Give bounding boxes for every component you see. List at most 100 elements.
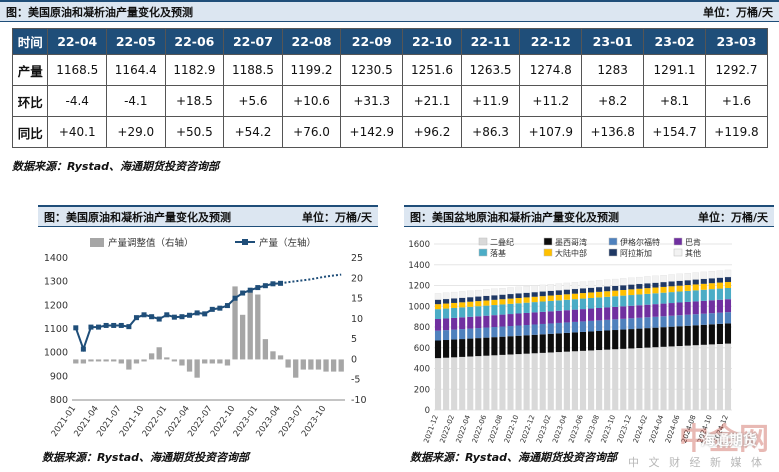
production-point — [171, 314, 177, 320]
stacked-bar-segment — [451, 298, 458, 303]
stacked-bar-segment — [523, 324, 530, 336]
stacked-bar-segment — [604, 286, 611, 292]
legend-swatch — [673, 248, 683, 257]
stacked-bar-segment — [620, 329, 627, 349]
legend-swatch — [543, 248, 553, 257]
top-unit-label: 单位：万桶/天 — [702, 5, 773, 19]
stacked-bar-segment — [684, 301, 691, 315]
production-point — [262, 283, 268, 289]
stacked-bar-segment — [668, 281, 675, 287]
stacked-bar-segment — [467, 356, 474, 410]
stacked-bar-segment — [716, 282, 723, 289]
top-title-bar: 图：美国原油和凝析油产量变化及预测 单位：万桶/天 — [0, 0, 779, 22]
stacked-bar-segment — [587, 350, 595, 410]
stacked-bar-segment — [539, 323, 546, 335]
stacked-bar-segment — [579, 298, 587, 310]
y-right-tick-label: -5 — [351, 375, 360, 386]
table-header-time: 时间 — [11, 28, 49, 55]
adjustment-bar — [224, 359, 231, 366]
stacked-bar-segment — [491, 299, 498, 306]
right-unit-label: 单位：万桶/天 — [697, 210, 768, 224]
production-point — [270, 281, 276, 287]
stacked-bar-segment — [443, 308, 450, 319]
stacked-bar-segment — [636, 328, 643, 349]
y-left-tick-label: 800 — [50, 395, 68, 406]
stacked-bar-segment — [563, 289, 570, 295]
stacked-bar-segment — [724, 276, 732, 282]
stacked-bar-segment — [692, 290, 699, 302]
stacked-bar-segment — [499, 304, 506, 315]
adjustment-bar — [232, 286, 238, 360]
stacked-bar-segment — [636, 276, 643, 285]
stacked-bar-segment — [716, 270, 724, 278]
stacked-bar-segment — [684, 345, 691, 410]
table-cell: 1182.9 — [164, 54, 225, 86]
stacked-bar-segment — [620, 306, 627, 319]
stacked-bar-segment — [604, 349, 611, 410]
stacked-bar-segment — [434, 309, 442, 320]
adjustment-bar — [194, 359, 200, 378]
right-title-bar: 图：美国盆地原油和凝析油产量变化及预测 单位：万桶/天 — [404, 205, 774, 227]
legend-swatch — [673, 237, 683, 246]
table-row-label: 环比 — [11, 85, 49, 117]
production-point — [156, 316, 162, 322]
adjustment-bar — [217, 359, 223, 364]
adjustment-bar — [141, 359, 147, 362]
stacked-bar-segment — [507, 336, 514, 355]
stacked-bar-segment — [443, 303, 450, 309]
stacked-bar-segment — [499, 354, 506, 410]
stacked-bar-segment — [475, 306, 482, 317]
stacked-bar-segment — [596, 350, 603, 410]
stacked-bar-segment — [515, 335, 522, 355]
table-header-month: 22-08 — [281, 28, 342, 55]
stacked-bar-segment — [563, 332, 570, 352]
stacked-bar-segment — [507, 314, 514, 327]
stacked-bar-segment — [547, 333, 554, 353]
left-source: 数据来源：Rystad、海通期货投资咨询部 — [42, 451, 250, 464]
stacked-bar-segment — [451, 307, 458, 318]
stacked-bar-segment — [555, 333, 562, 353]
stacked-bar-segment — [571, 332, 579, 352]
stacked-bar-segment — [451, 339, 458, 358]
stacked-bar-segment — [684, 285, 691, 291]
table-cell: +29.0 — [106, 116, 166, 148]
stacked-bar-segment — [507, 287, 514, 295]
stacked-bar-segment — [571, 293, 579, 300]
table-cell: +142.9 — [340, 116, 404, 148]
table-cell: 1291.1 — [643, 54, 706, 86]
table-cell: -4.4 — [47, 85, 108, 117]
stacked-bar-segment — [459, 317, 466, 330]
stacked-bar-segment — [596, 320, 603, 331]
stacked-bar-segment — [708, 344, 715, 410]
stacked-bar-segment — [587, 287, 595, 293]
stacked-bar-segment — [692, 279, 699, 285]
stacked-bar-segment — [620, 295, 627, 307]
stacked-bar-segment — [555, 283, 563, 291]
stacked-bar-segment — [644, 288, 651, 294]
stacked-bar-segment — [515, 293, 522, 299]
x-tick-label: 2022-10 — [503, 414, 521, 444]
stacked-bar-segment — [668, 346, 675, 410]
stacked-bar-segment — [700, 300, 707, 314]
legend-label: 墨西哥湾 — [555, 237, 587, 247]
stacked-bar-segment — [708, 324, 715, 345]
table-header-month: 22-06 — [164, 28, 225, 55]
stacked-bar-segment — [628, 305, 635, 319]
stacked-bar-segment — [523, 353, 530, 410]
stacked-bar-segment — [515, 303, 522, 314]
stacked-bar-segment — [596, 330, 603, 351]
table-cell: +76.0 — [281, 116, 342, 148]
stacked-bar-segment — [652, 275, 659, 283]
production-point — [278, 280, 284, 286]
stacked-bar-segment — [555, 294, 562, 301]
stacked-bar-segment — [491, 355, 498, 410]
stacked-bar-segment — [604, 307, 611, 320]
table-cell: +136.8 — [581, 116, 645, 148]
legend-label: 二叠纪 — [490, 237, 514, 247]
stacked-bar-segment — [531, 324, 538, 335]
stacked-bar-segment — [708, 300, 715, 314]
stacked-bar-segment — [491, 305, 498, 316]
adjustment-bar — [103, 359, 109, 362]
adjustment-bar — [179, 359, 185, 366]
stacked-bar-segment — [434, 293, 442, 300]
